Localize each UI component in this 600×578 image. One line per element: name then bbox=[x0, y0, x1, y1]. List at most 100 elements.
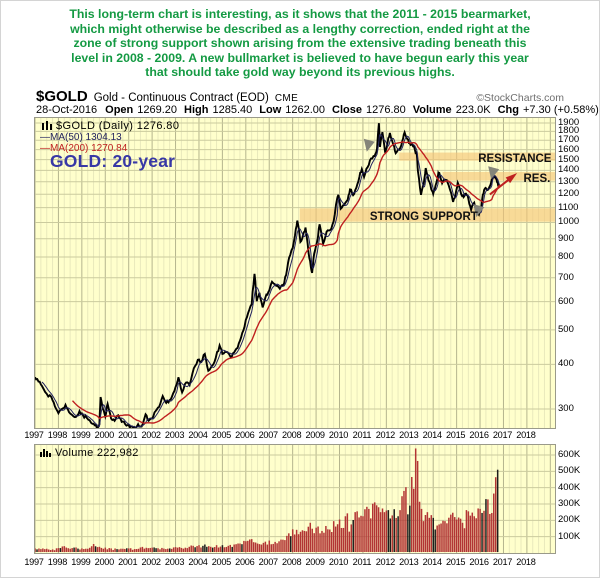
price-axis-label: 1300 bbox=[558, 175, 580, 187]
annotation-arrowhead bbox=[363, 138, 375, 152]
year-label: 2002 bbox=[141, 557, 161, 567]
legend-ma200: —MA(200) 1270.84 bbox=[40, 143, 127, 154]
legend-ma50-text: MA(50) 1304.13 bbox=[50, 132, 122, 143]
low-value: 1262.00 bbox=[285, 103, 326, 116]
band-res- bbox=[442, 171, 555, 181]
chart-title: GOLD: 20-year bbox=[50, 151, 176, 171]
price-axis-label: 1700 bbox=[558, 134, 580, 146]
year-label: 2000 bbox=[94, 430, 115, 440]
price-axis-label: 600 bbox=[558, 295, 574, 307]
volume-axis-label: 500K bbox=[558, 465, 581, 477]
year-label: 2001 bbox=[118, 557, 138, 567]
open-value: 1269.20 bbox=[137, 103, 178, 116]
price-axis-label: 1000 bbox=[558, 216, 580, 228]
volume-icon bbox=[40, 449, 51, 457]
year-label: 2005 bbox=[211, 430, 232, 440]
price-chart-plot: RESISTANCE RES. STRONG SUPPORT bbox=[34, 117, 556, 429]
annotation-arrowhead bbox=[488, 166, 500, 180]
chart-header: $GOLD Gold - Continuous Contract (EOD) C… bbox=[36, 88, 564, 105]
year-label: 2001 bbox=[118, 430, 138, 440]
price-axis-label: 800 bbox=[558, 251, 574, 263]
year-label: 2008 bbox=[282, 430, 302, 440]
year-label: 2006 bbox=[235, 557, 255, 567]
ma50-line bbox=[41, 134, 500, 428]
price-axis-label: 300 bbox=[558, 403, 574, 414]
year-label: 2017 bbox=[492, 557, 513, 567]
ma50-swatch-icon: — bbox=[40, 132, 50, 143]
price-axis-label: 1600 bbox=[558, 143, 580, 155]
volume-legend-text: Volume 222,982 bbox=[55, 447, 139, 459]
ma200-swatch-icon: — bbox=[40, 143, 50, 154]
volume-axis-label: 300K bbox=[558, 498, 581, 509]
price-horizontal-gridlines bbox=[35, 122, 555, 410]
year-label: 1998 bbox=[47, 557, 68, 567]
analyst-commentary: This long-term chart is interesting, as … bbox=[69, 7, 531, 79]
year-label: 2012 bbox=[375, 557, 396, 567]
volume-label: Volume bbox=[412, 103, 452, 116]
legend-ma200-text: MA(200) 1270.84 bbox=[50, 143, 128, 154]
year-label: 2018 bbox=[516, 430, 536, 440]
year-label: 2013 bbox=[399, 430, 419, 440]
year-label: 2017 bbox=[492, 430, 513, 440]
annotation-strong-support: STRONG SUPPORT bbox=[370, 211, 478, 223]
annotation-arrowhead bbox=[473, 204, 485, 218]
trend-arrow-head bbox=[505, 173, 518, 184]
year-label: 2007 bbox=[258, 557, 279, 567]
year-label: 2015 bbox=[445, 557, 466, 567]
chg-value: +7.30 (+0.58%) bbox=[522, 103, 599, 116]
chg-label: Chg bbox=[497, 103, 519, 116]
annotation-res-: RES. bbox=[523, 173, 550, 185]
year-label: 2013 bbox=[399, 557, 419, 567]
year-label: 2009 bbox=[305, 557, 325, 567]
year-label: 2007 bbox=[258, 430, 279, 440]
price-axis-label: 700 bbox=[558, 271, 574, 283]
year-label: 2009 bbox=[305, 430, 325, 440]
volume-axis-label: 400K bbox=[558, 481, 581, 493]
ticker-symbol: $GOLD bbox=[36, 88, 88, 105]
year-label: 2010 bbox=[328, 557, 349, 567]
band-strong-support bbox=[299, 208, 555, 222]
year-label: 2011 bbox=[352, 430, 372, 440]
legend-series: $GOLD (Daily) 1276.80 bbox=[42, 120, 179, 132]
band-resistance bbox=[399, 152, 555, 161]
open-label: Open bbox=[105, 103, 134, 116]
price-axis-label: 1500 bbox=[558, 153, 580, 165]
volume-axis-label: 600K bbox=[558, 449, 581, 460]
annotation-arrowheads bbox=[363, 138, 500, 218]
price-axis-label: 1200 bbox=[558, 188, 580, 200]
price-axis-label: 900 bbox=[558, 232, 574, 244]
price-axis-label: 1800 bbox=[558, 125, 580, 137]
high-value: 1285.40 bbox=[212, 103, 253, 116]
support-resistance-bands bbox=[299, 152, 555, 222]
year-label: 2016 bbox=[469, 430, 489, 440]
year-label: 2014 bbox=[422, 430, 443, 440]
year-label: 2000 bbox=[94, 557, 115, 567]
price-axis-label: 400 bbox=[558, 358, 574, 370]
volume-legend: Volume 222,982 bbox=[40, 447, 139, 459]
copyright-label: ©StockCharts.com bbox=[476, 92, 564, 104]
volume-chart-plot bbox=[34, 444, 556, 554]
year-label: 1997 bbox=[24, 557, 44, 567]
volume-axis-label: 100K bbox=[558, 530, 581, 542]
legend-series-text: $GOLD (Daily) 1276.80 bbox=[56, 120, 180, 132]
high-label: High bbox=[184, 103, 209, 116]
close-label: Close bbox=[332, 103, 362, 116]
price-axis-label: 500 bbox=[558, 323, 574, 335]
quote-row: 28-Oct-2016 Open 1269.20 High 1285.40 Low 1… bbox=[36, 103, 599, 116]
price-axis-label: 1400 bbox=[558, 164, 580, 176]
year-label: 2003 bbox=[164, 557, 185, 567]
year-label: 2005 bbox=[211, 557, 232, 567]
ma200-line bbox=[71, 141, 501, 424]
price-axis-label: 1100 bbox=[558, 201, 579, 213]
annotation-resistance: RESISTANCE bbox=[478, 153, 552, 165]
year-label: 2006 bbox=[235, 430, 255, 440]
volume-axis-label: 200K bbox=[558, 514, 581, 526]
year-label: 2012 bbox=[375, 430, 396, 440]
close-value: 1276.80 bbox=[366, 103, 406, 116]
year-label: 2015 bbox=[445, 430, 466, 440]
volume-value: 223.0K bbox=[455, 103, 491, 116]
year-label: 2004 bbox=[188, 557, 208, 567]
year-label: 2010 bbox=[328, 430, 349, 440]
year-label: 2011 bbox=[352, 557, 372, 567]
